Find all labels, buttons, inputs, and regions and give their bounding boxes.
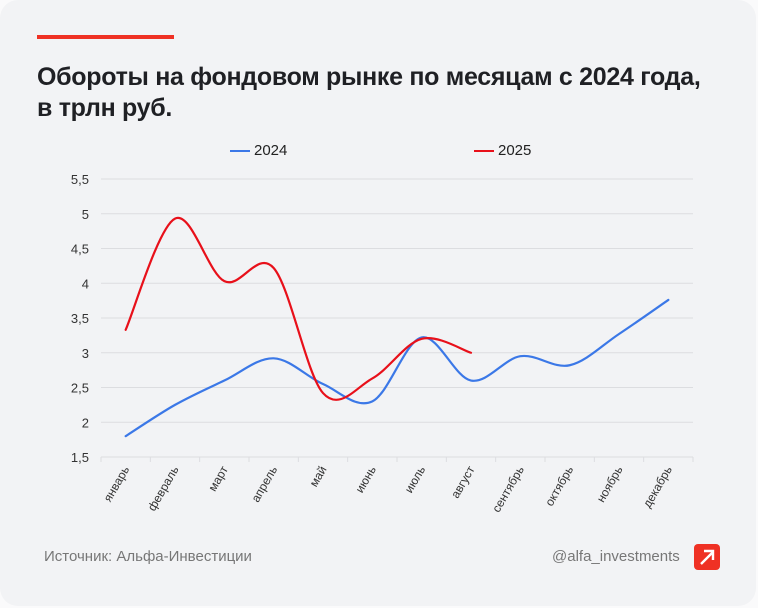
legend-item-2025: 2025 [474,142,531,159]
alfa-logo-icon [694,544,720,570]
x-tick-label: декабрь [640,464,675,511]
accent-bar [37,35,174,39]
legend-label-2025: 2025 [498,142,532,159]
x-tick-label: февраль [145,464,182,514]
x-tick-label: сентябрь [489,464,527,515]
y-tick-label: 4 [82,276,89,291]
x-tick-label: март [205,463,231,494]
x-tick-label: апрель [248,464,280,505]
handle-link[interactable]: @alfa_investments [552,548,680,565]
x-tick-label: октябрь [542,464,576,509]
x-tick-label: январь [101,464,133,505]
x-tick-label: ноябрь [594,464,626,505]
x-tick-label: июль [402,464,428,496]
y-tick-label: 3,5 [71,311,89,326]
y-tick-label: 5,5 [71,172,89,187]
y-tick-label: 3 [82,346,89,361]
x-tick-label: июнь [353,464,379,496]
y-tick-label: 2 [82,415,89,430]
chart-title: Обороты на фондовом рынке по месяцам с 2… [37,63,701,122]
legend-swatch-2025 [474,149,494,152]
legend-label-2024: 2024 [254,142,288,159]
x-tick-label: август [448,463,478,501]
x-tick-label: май [307,464,330,490]
legend-swatch-2024 [230,149,250,152]
source-text: Источник: Альфа-Инвестиции [44,548,252,565]
y-tick-label: 5 [82,207,89,222]
y-tick-label: 2,5 [71,381,89,396]
y-tick-label: 1,5 [71,450,89,465]
series-line-2025 [124,216,473,401]
legend-item-2024: 2024 [230,142,287,159]
y-tick-label: 4,5 [71,242,89,257]
series-line-2024 [124,298,670,438]
